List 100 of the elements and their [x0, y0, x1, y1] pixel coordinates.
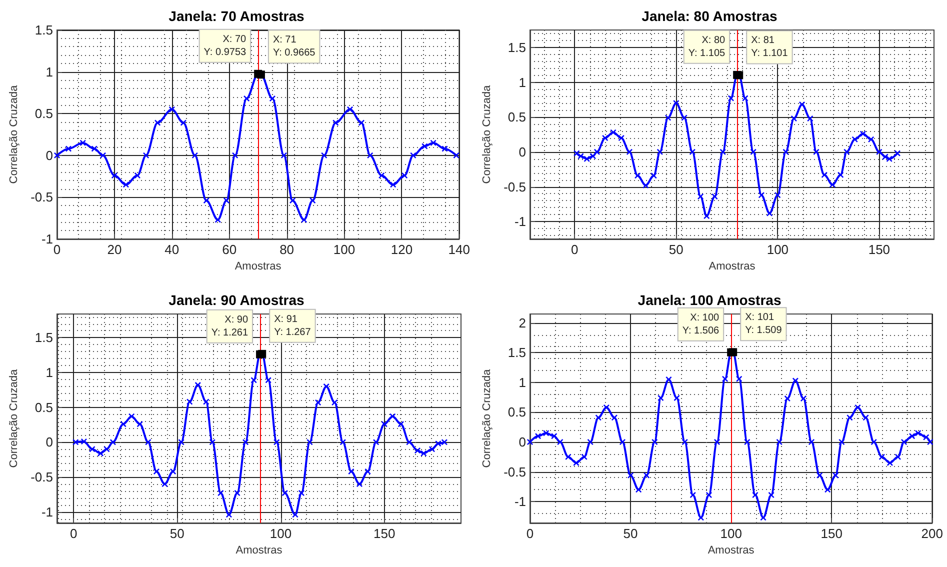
point [406, 438, 412, 445]
point [634, 172, 641, 179]
annotation: X: 80 Y: 1.105 [688, 34, 726, 59]
point [628, 472, 634, 478]
point [65, 146, 72, 152]
y-axis-title: Correlação Cruzada [481, 368, 494, 468]
x-tick-label: 200 [921, 526, 944, 540]
point [154, 120, 161, 126]
point [269, 96, 276, 102]
point [594, 148, 600, 155]
x-tick-label: 0 [70, 526, 78, 540]
point [565, 453, 572, 460]
point [611, 414, 618, 420]
point [214, 216, 221, 223]
y-tick-label: 2 [518, 314, 526, 330]
point [298, 490, 304, 496]
point [650, 172, 657, 179]
point [340, 438, 346, 445]
point [310, 198, 316, 204]
y-tick-label: 0 [518, 144, 526, 160]
point [398, 420, 404, 427]
point [652, 438, 658, 445]
point [234, 490, 240, 496]
point [821, 172, 828, 178]
point [402, 172, 408, 178]
y-tick-label: 0.5 [508, 404, 526, 420]
point [886, 459, 893, 466]
x-tick-label: 50 [668, 242, 684, 257]
point [128, 412, 135, 419]
point [642, 182, 649, 188]
y-tick-label: -0.5 [30, 190, 53, 205]
point [223, 198, 230, 204]
point [800, 395, 806, 402]
point [844, 148, 850, 155]
point [595, 414, 602, 420]
point [768, 492, 774, 498]
point [574, 150, 580, 156]
y-tick-label: 1.5 [34, 330, 53, 345]
y-axis-title: Correlação Cruzada [8, 84, 20, 184]
point [813, 148, 820, 155]
point [706, 492, 712, 498]
point [91, 146, 98, 152]
point [120, 420, 126, 427]
point [414, 447, 420, 454]
x-tick-label: 80 [280, 242, 294, 257]
point [543, 430, 550, 436]
point [656, 148, 663, 155]
point [136, 420, 143, 427]
point [535, 432, 542, 439]
point [698, 194, 704, 200]
point [927, 438, 934, 445]
point [143, 152, 150, 158]
point [744, 438, 750, 445]
point [573, 459, 580, 466]
point [111, 172, 118, 178]
y-tick-label: -1 [514, 214, 526, 230]
annotation: X: 101 Y: 1.509 [745, 312, 782, 336]
annotation: X: 90 Y: 1.261 [211, 314, 248, 338]
point [54, 152, 60, 158]
x-tick-label: 40 [164, 242, 180, 257]
point [736, 375, 742, 382]
point [527, 438, 533, 445]
y-tick-label: 0.5 [508, 110, 526, 125]
point [852, 136, 858, 142]
x-tick-label: 100 [720, 526, 742, 540]
point [712, 194, 718, 200]
y-tick-label: -0.5 [30, 469, 53, 484]
point [89, 446, 96, 452]
point [134, 172, 140, 178]
point [280, 152, 287, 158]
y-tick-label: 0.5 [34, 399, 53, 414]
x-tick-label: 100 [333, 242, 356, 257]
point [168, 106, 175, 112]
point [829, 182, 836, 188]
y-tick-label: -0.5 [504, 179, 526, 194]
point [626, 148, 632, 155]
point [194, 382, 201, 388]
point [838, 438, 845, 445]
point [923, 434, 930, 440]
point [192, 152, 198, 158]
chart-title: Janela: 100 Amostras [638, 292, 782, 308]
point [752, 492, 758, 498]
x-tick-label: 50 [170, 526, 184, 540]
point [209, 438, 216, 445]
point [435, 440, 442, 446]
annotation: X: 91 Y: 1.267 [274, 313, 312, 338]
y-tick-label: -1 [514, 494, 526, 509]
point [180, 120, 186, 126]
point [265, 376, 272, 383]
x-axis-title: Amostras [234, 260, 282, 272]
point [557, 438, 564, 445]
point [347, 106, 353, 112]
point [860, 130, 866, 137]
point [790, 115, 797, 122]
point [581, 453, 588, 460]
y-axis-title: Correlação Cruzada [8, 368, 20, 468]
point [838, 172, 844, 178]
y-axis-title: Correlação Cruzada [481, 84, 494, 184]
chart-title: Janela: 70 Amostras [168, 8, 305, 24]
point [72, 438, 79, 445]
